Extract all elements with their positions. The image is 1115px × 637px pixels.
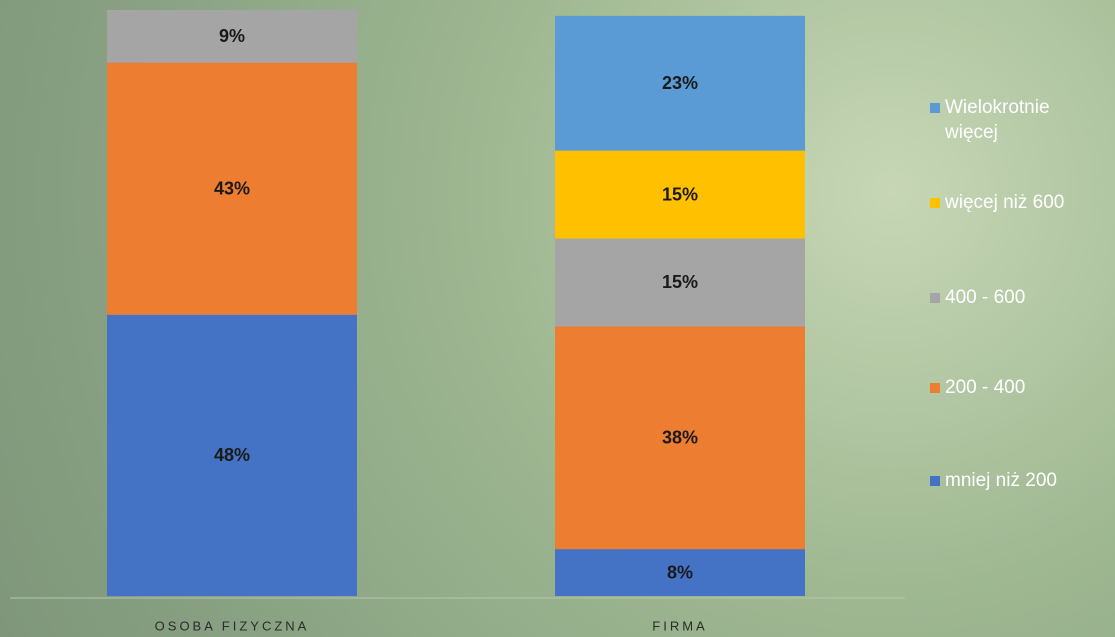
legend-swatch — [930, 476, 940, 486]
bar-segment — [555, 326, 805, 550]
data-label: 9% — [219, 26, 245, 46]
legend-swatch — [930, 383, 940, 393]
data-label: 43% — [214, 178, 250, 198]
legend-swatch — [930, 103, 940, 113]
legend-item: mniej niż 200 — [930, 468, 1105, 493]
bar-segment — [555, 238, 805, 327]
legend-swatch — [930, 198, 940, 208]
bar-segment — [555, 549, 805, 596]
bar-segment — [107, 314, 357, 596]
data-label: 8% — [667, 562, 693, 582]
x-tick-label: OSOBA FIZYCZNA — [155, 618, 310, 633]
data-label: 38% — [662, 428, 698, 448]
data-label: 15% — [662, 272, 698, 292]
bar-segment — [107, 10, 357, 63]
legend-item: Wielokrotnie więcej — [930, 95, 1105, 145]
data-label: 23% — [662, 73, 698, 93]
legend-item: więcej niż 600 — [930, 190, 1105, 215]
legend-swatch — [930, 293, 940, 303]
legend-label: Wielokrotnie więcej — [945, 97, 1050, 143]
legend-label: więcej niż 600 — [945, 192, 1065, 213]
bar-segment — [555, 150, 805, 239]
legend-label: 400 - 600 — [945, 287, 1026, 308]
legend-item: 400 - 600 — [930, 285, 1105, 310]
legend-label: mniej niż 200 — [945, 470, 1057, 491]
bar-segment — [555, 15, 805, 151]
data-label: 15% — [662, 184, 698, 204]
x-tick-label: FIRMA — [652, 618, 707, 633]
legend-item: 200 - 400 — [930, 375, 1105, 400]
legend-label: 200 - 400 — [945, 377, 1026, 398]
data-label: 48% — [214, 445, 250, 465]
bar-segment — [107, 62, 357, 315]
